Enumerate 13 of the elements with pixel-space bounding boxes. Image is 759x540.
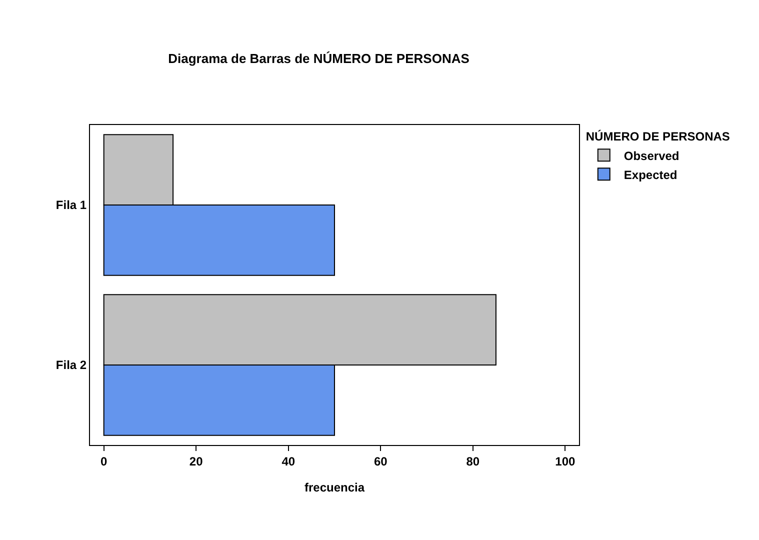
x-axis-title: frecuencia bbox=[304, 480, 365, 494]
legend-label: Observed bbox=[624, 148, 680, 163]
y-tick-label: Fila 1 bbox=[56, 198, 87, 212]
x-tick-label: 100 bbox=[555, 454, 576, 468]
legend-title: NÚMERO DE PERSONAS bbox=[586, 130, 730, 144]
legend-label: Expected bbox=[624, 168, 678, 182]
y-tick-label: Fila 2 bbox=[56, 358, 87, 372]
chart-title: Diagrama de Barras de NÚMERO DE PERSONAS bbox=[168, 51, 470, 66]
x-tick-label: 40 bbox=[282, 454, 296, 468]
x-tick-label: 80 bbox=[466, 454, 480, 468]
x-tick-label: 60 bbox=[374, 454, 388, 468]
x-tick-label: 0 bbox=[100, 454, 108, 468]
x-tick-label: 20 bbox=[189, 454, 204, 468]
